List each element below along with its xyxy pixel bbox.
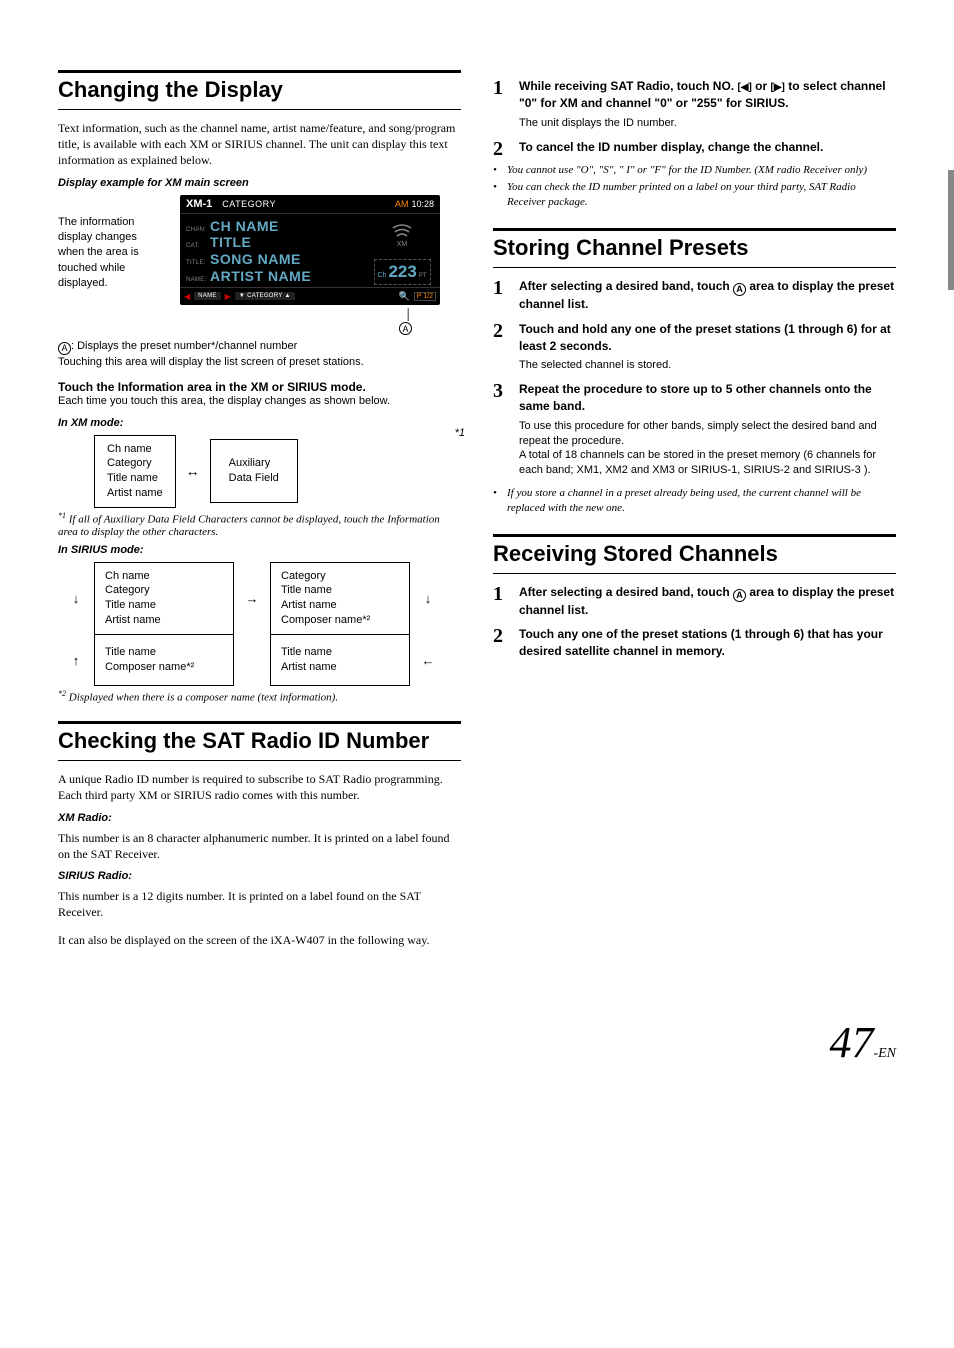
page-indicator: P 1/2: [414, 292, 436, 301]
xm-box-left: Ch name Category Title name Artist name: [94, 435, 176, 508]
xm-radio-body: This number is an 8 character alphanumer…: [58, 830, 461, 862]
sirius-flow: ↓ Ch name Category Title name Artist nam…: [58, 562, 461, 686]
step-1-sub: The unit displays the ID number.: [519, 116, 896, 131]
xm-lines: CHAN:CH NAME CAT:TITLE TITLE:SONG NAME N…: [186, 218, 370, 285]
also-displayed: It can also be displayed on the screen o…: [58, 932, 461, 948]
svg-text:XM: XM: [397, 241, 408, 248]
down-arrow-icon: ↓: [58, 562, 94, 635]
xm-footnote: *1 If all of Auxiliary Data Field Charac…: [58, 511, 461, 538]
step-1: 1 After selecting a desired band, touch …: [493, 278, 896, 313]
xm-logo-icon: XM: [387, 224, 417, 250]
edge-tab: [948, 170, 954, 290]
sirius-mode-heading: In SIRIUS mode:: [58, 544, 461, 556]
category-label: CATEGORY: [222, 199, 395, 209]
sirius-box-2: Category Title name Artist name Composer…: [270, 562, 410, 635]
page-number: 47-EN: [58, 1017, 896, 1068]
right-arrow-icon: ▶: [225, 292, 231, 301]
note: •You can check the ID number printed on …: [493, 180, 896, 210]
touch-body: Each time you touch this area, the displ…: [58, 394, 461, 409]
source-label: XM-1: [186, 198, 212, 210]
left-bracket-icon: [◀]: [737, 81, 751, 95]
section-title: Checking the SAT Radio ID Number: [58, 721, 461, 761]
xm-screen-wrapper: XM-1 CATEGORY AM10:28 CHAN:CH NAME CAT:T…: [180, 195, 440, 336]
side-caption: The information display changes when the…: [58, 195, 166, 292]
xm-body: CHAN:CH NAME CAT:TITLE TITLE:SONG NAME N…: [180, 214, 440, 287]
footnote-marker: *1: [455, 427, 465, 439]
left-column: Changing the Display Text information, s…: [58, 70, 461, 957]
example-heading: Display example for XM main screen: [58, 177, 461, 189]
section-title: Receiving Stored Channels: [493, 534, 896, 574]
name-button: NAME: [194, 292, 221, 300]
up-arrow-icon: ↑: [58, 635, 94, 686]
step-3: 3 Repeat the procedure to store up to 5 …: [493, 381, 896, 415]
sirius-footnote: *2 Displayed when there is a composer na…: [58, 689, 461, 704]
sirius-row-1: ↓ Ch name Category Title name Artist nam…: [58, 562, 461, 635]
channel-indicator: Ch 223 PT: [374, 259, 431, 285]
step-2: 2 Touch and hold any one of the preset s…: [493, 321, 896, 355]
sirius-box-1: Ch name Category Title name Artist name: [94, 562, 234, 635]
left-arrow-icon: ←: [410, 635, 446, 686]
down-arrow-icon: ↓: [410, 562, 446, 635]
xm-box-right: Auxiliary Data Field: [210, 439, 298, 503]
section-title: Changing the Display: [58, 70, 461, 110]
page-columns: Changing the Display Text information, s…: [58, 70, 896, 957]
xm-right-panel: XM Ch 223 PT: [370, 218, 434, 285]
clock: AM10:28: [395, 199, 434, 209]
xm-flow: Ch name Category Title name Artist name …: [94, 435, 461, 508]
right-bracket-icon: [▶]: [771, 81, 785, 95]
step-1: 1 While receiving SAT Radio, touch NO. […: [493, 78, 896, 112]
search-icon: 🔍: [399, 291, 410, 302]
step-3-sub2: A total of 18 channels can be stored in …: [519, 448, 896, 478]
sirius-radio-heading: SIRIUS Radio:: [58, 870, 461, 882]
right-arrow-icon: →: [234, 562, 270, 635]
marker-a-pointer: │A: [180, 309, 440, 336]
a-explain: A: Displays the preset number*/channel n…: [58, 339, 461, 369]
step-2: 2 Touch any one of the preset stations (…: [493, 626, 896, 660]
section-title: Storing Channel Presets: [493, 228, 896, 268]
note: •If you store a channel in a preset alre…: [493, 486, 896, 516]
double-arrow-icon: ↔: [186, 463, 200, 479]
xm-mode-heading: In XM mode:: [58, 417, 461, 429]
xm-screen: XM-1 CATEGORY AM10:28 CHAN:CH NAME CAT:T…: [180, 195, 440, 305]
screen-illustration: The information display changes when the…: [58, 195, 461, 336]
step-3-sub1: To use this procedure for other bands, s…: [519, 419, 896, 449]
intro-text: Text information, such as the channel na…: [58, 120, 461, 169]
xm-bottombar: ◀ NAME ▶ ▼ CATEGORY ▲ 🔍 P 1/2: [180, 287, 440, 305]
left-arrow-icon: ◀: [184, 292, 190, 301]
sirius-box-4: Title name Artist name: [270, 635, 410, 686]
xm-topbar: XM-1 CATEGORY AM10:28: [180, 195, 440, 214]
step-2: 2 To cancel the ID number display, chang…: [493, 139, 896, 159]
step-2-sub: The selected channel is stored.: [519, 358, 896, 373]
sirius-radio-body: This number is a 12 digits number. It is…: [58, 888, 461, 920]
sirius-box-3: Title name Composer name*²: [94, 635, 234, 686]
note: •You cannot use "O", "S", " I" or "F" fo…: [493, 163, 896, 178]
category-button: ▼ CATEGORY ▲: [235, 292, 295, 300]
touch-heading: Touch the Information area in the XM or …: [58, 380, 461, 394]
sirius-row-2: ↑ Title name Composer name*² Title name …: [58, 635, 461, 686]
step-1: 1 After selecting a desired band, touch …: [493, 584, 896, 619]
right-column: 1 While receiving SAT Radio, touch NO. […: [493, 70, 896, 957]
sat-intro: A unique Radio ID number is required to …: [58, 771, 461, 803]
xm-radio-heading: XM Radio:: [58, 812, 461, 824]
